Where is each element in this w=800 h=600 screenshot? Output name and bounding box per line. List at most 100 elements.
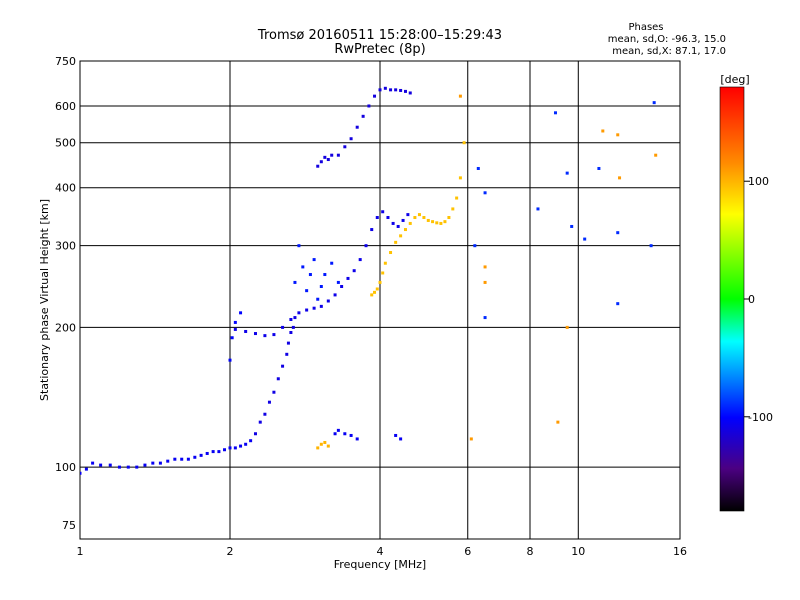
data-point — [336, 428, 340, 432]
series-e-layer-rise — [253, 316, 297, 436]
y-tick-label: 500 — [55, 137, 76, 150]
data-point — [408, 221, 412, 225]
data-point — [570, 224, 574, 228]
data-point — [391, 221, 395, 225]
data-point — [316, 446, 320, 450]
data-point — [249, 439, 253, 443]
data-point — [355, 437, 359, 441]
series-high-frequency-noise — [473, 101, 656, 320]
series-high-frequency-noise-x — [458, 94, 658, 441]
data-point — [394, 433, 398, 437]
data-point — [618, 176, 622, 180]
data-point — [652, 101, 656, 105]
data-point — [431, 220, 435, 224]
data-point — [394, 88, 398, 92]
data-point — [389, 88, 393, 92]
data-point — [305, 289, 309, 293]
data-point — [199, 453, 203, 457]
data-point — [135, 465, 139, 469]
data-point — [426, 218, 430, 222]
data-point — [158, 461, 162, 465]
data-point — [355, 125, 359, 129]
data-point — [389, 251, 393, 255]
y-tick-label: 100 — [55, 461, 76, 474]
data-point — [217, 450, 221, 454]
data-point — [272, 333, 276, 337]
stats-heading: Phases — [628, 22, 663, 33]
data-point — [233, 320, 237, 324]
data-point — [349, 137, 353, 141]
data-point — [319, 304, 323, 308]
data-point — [289, 317, 293, 321]
data-point — [396, 224, 400, 228]
data-point — [435, 221, 439, 225]
data-point — [386, 216, 390, 220]
x-axis-ticks: 1 2 4 6 8 10 16 — [77, 545, 688, 558]
data-point — [378, 280, 382, 284]
data-point — [553, 111, 557, 115]
data-point — [244, 329, 248, 333]
y-tick-label: 75 — [62, 519, 76, 532]
data-point — [483, 191, 487, 195]
x-tick-label: 6 — [464, 545, 471, 558]
data-point — [330, 153, 334, 157]
y-tick-label: 400 — [55, 182, 76, 195]
series-f2-o-mode — [316, 86, 412, 168]
data-point — [263, 334, 267, 338]
data-point — [193, 455, 197, 459]
data-point — [381, 210, 385, 214]
colorbar-tick-label: 100 — [748, 175, 769, 188]
chart-title: Tromsø 20160511 15:28:00–15:29:43 — [257, 28, 502, 43]
x-tick-label: 10 — [571, 545, 585, 558]
data-point — [378, 88, 382, 92]
data-points — [80, 86, 658, 475]
data-point — [297, 311, 301, 315]
data-point — [143, 463, 147, 467]
data-point — [263, 412, 267, 416]
data-point — [289, 331, 293, 335]
data-point — [381, 271, 385, 275]
colorbar-label: [deg] — [720, 73, 749, 86]
data-point — [399, 437, 403, 441]
stats-o-line: mean, sd,O: -96.3, 15.0 — [608, 34, 726, 45]
data-point — [244, 442, 248, 446]
data-point — [447, 216, 451, 220]
data-point — [401, 218, 405, 222]
data-point — [173, 457, 177, 461]
data-point — [399, 88, 403, 92]
data-point — [99, 463, 103, 467]
data-point — [483, 280, 487, 284]
data-point — [312, 258, 316, 262]
y-tick-label: 600 — [55, 100, 76, 113]
data-point — [346, 276, 350, 280]
y-tick-label: 200 — [55, 321, 76, 334]
data-point — [370, 228, 374, 232]
colorbar-tick-label: 0 — [748, 293, 755, 306]
data-point — [323, 440, 327, 444]
data-point — [403, 228, 407, 232]
y-tick-label: 300 — [55, 240, 76, 253]
data-point — [312, 306, 316, 310]
data-point — [399, 234, 403, 238]
data-point — [565, 325, 569, 329]
data-point — [367, 104, 371, 108]
series-low-echoes-o — [333, 428, 403, 441]
data-point — [616, 302, 620, 306]
data-point — [286, 341, 290, 345]
data-point — [370, 293, 374, 297]
grid-lines — [80, 61, 680, 539]
series-f1-x-mode — [370, 141, 466, 297]
data-point — [319, 160, 323, 164]
data-point — [258, 420, 262, 424]
data-point — [413, 216, 417, 220]
data-point — [649, 244, 653, 248]
data-point — [117, 465, 121, 469]
data-point — [233, 446, 237, 450]
data-point — [417, 213, 421, 217]
data-point — [373, 94, 377, 98]
data-point — [239, 311, 243, 315]
data-point — [483, 265, 487, 269]
data-point — [483, 316, 487, 320]
data-point — [166, 459, 170, 463]
colorbar-ticks: -100 0 100 — [744, 175, 773, 424]
